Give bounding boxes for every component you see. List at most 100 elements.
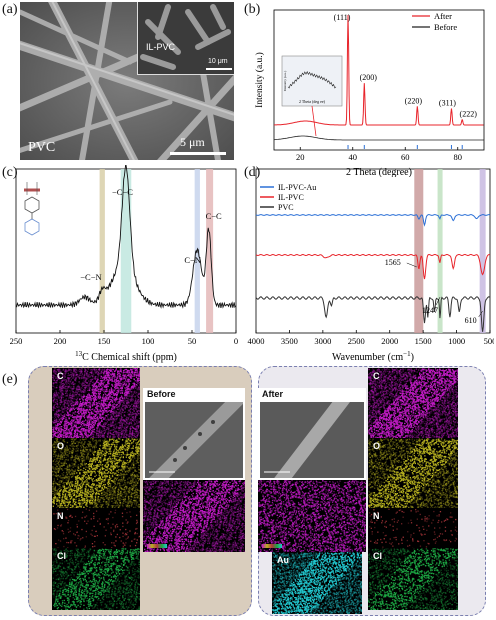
inset-fibers-graphic: [140, 4, 231, 70]
sem-main-caption: PVC: [28, 140, 55, 156]
nmr-chart: −C−C C−N C−C −C−N 250 200 150 100 50 0 13C Chemica…: [10, 165, 238, 363]
plot-frame: [273, 9, 485, 151]
map-label: O: [373, 441, 380, 451]
inset-curve: [287, 70, 337, 89]
peak-annotation: 610: [465, 316, 477, 325]
x-axis-title: 13C Chemical shift (ppm): [75, 350, 177, 363]
peak-annotation: 1565: [385, 258, 401, 267]
legend-label: PVC: [278, 203, 294, 212]
peak-label: (220): [405, 96, 423, 105]
inset-caption: IL-PVC: [146, 42, 175, 52]
sem-image-pvc: IL-PVC 10 μm PVC 5 μm: [20, 2, 234, 160]
x-tick-label: 0: [234, 336, 238, 346]
eds-speckle: [52, 368, 140, 438]
x-axis-title-rest: C Chemical shift (ppm): [82, 352, 177, 363]
highlight-band: [206, 169, 214, 333]
map-label: Cl: [373, 551, 382, 561]
eds-speckle: [368, 548, 458, 610]
after-sem-panel: After: [258, 388, 366, 489]
map-after-au: Au: [272, 552, 362, 614]
map-label: N: [57, 511, 64, 521]
x-tick-label: 1500: [415, 336, 432, 346]
peak-pointer: [478, 310, 483, 318]
peak-label: (222): [460, 110, 478, 119]
x-tick-label: 250: [10, 336, 23, 346]
x-tick-label: 60: [401, 152, 410, 162]
panel-label-b: (b): [244, 2, 260, 18]
panel-label-e: (e): [2, 372, 18, 388]
after-overlay-map: [258, 480, 366, 552]
panel-label-a: (a): [2, 2, 18, 18]
map-after-o: O: [368, 438, 458, 508]
peak-label: (111): [334, 13, 351, 22]
legend-before-label: Before: [434, 22, 457, 32]
map-after-c: C: [368, 368, 458, 438]
x-axis-title-end: ): [411, 352, 414, 363]
peak-label: (200): [360, 73, 378, 82]
x-tick-label: 200: [54, 336, 67, 346]
sem-main-scale-label: 5 μm: [180, 135, 205, 150]
peak-label: (311): [439, 99, 456, 108]
peak-annotation: −C−N: [80, 272, 101, 282]
peak-annotation: 1247: [422, 306, 438, 315]
series-after-line: [274, 14, 484, 126]
map-before-c: C: [52, 368, 140, 438]
molecule-icon-ring: [24, 196, 40, 214]
peak-annotation: −C−C: [112, 187, 133, 197]
x-tick-label: 2000: [381, 336, 398, 346]
legend-label: IL-PVC-Au: [278, 183, 316, 192]
map-label: O: [57, 441, 64, 451]
x-axis-title-sup: −1: [403, 350, 411, 358]
x-tick-label: 100: [142, 336, 155, 346]
map-label: N: [373, 511, 380, 521]
inset-ylabel: Intensity (a.u.): [283, 70, 287, 91]
peak-pointer: [435, 296, 441, 306]
x-tick-label: 150: [98, 336, 111, 346]
color-key-strip: [262, 544, 282, 548]
x-axis-title: Wavenumber (cm−1): [332, 350, 414, 363]
eds-speckle: [368, 368, 458, 438]
sem-main-scale-bar: [170, 152, 226, 155]
series-pvc-line: [255, 296, 491, 332]
x-tick-label: 3500: [281, 336, 298, 346]
before-sem-panel: Before: [143, 388, 247, 489]
before-sem-image: [145, 390, 247, 489]
map-before-o: O: [52, 438, 140, 508]
eds-speckle: [368, 438, 458, 508]
inset-scale-bar: [206, 68, 232, 70]
x-axis-title: 2 Theta (degree): [346, 167, 412, 177]
highlight-band: [414, 169, 424, 333]
highlight-band: [437, 169, 443, 333]
x-tick-label: 2500: [348, 336, 365, 346]
x-tick-label: 20: [296, 152, 305, 162]
legend-label: IL-PVC: [278, 193, 304, 202]
map-label: Au: [277, 555, 289, 565]
panel-label-c: (c): [2, 165, 18, 181]
series-before-line: [273, 135, 484, 141]
map-label: C: [373, 371, 380, 381]
x-tick-label: 40: [349, 152, 358, 162]
map-after-cl: Cl: [368, 548, 458, 610]
inset-pointer: [311, 105, 317, 137]
eds-speckle: [258, 480, 366, 552]
highlight-band: [120, 169, 132, 333]
eds-speckle: [52, 438, 140, 508]
nmr-spectrum: [15, 165, 236, 309]
legend-after-label: After: [434, 11, 452, 21]
peak-annotation: C−C: [206, 211, 222, 221]
peak-pointer: [406, 262, 417, 268]
x-tick-label: 500: [484, 336, 494, 346]
molecule-icon-ring2: [24, 218, 40, 236]
xrd-chart: (111) (200) (220) (311) (222) 20 40 60 80 2 Theta…: [254, 9, 485, 177]
inset-xlabel: 2 Theta (deg ee): [299, 99, 326, 104]
inset-scale-label: 10 μm: [208, 58, 228, 65]
x-axis-title-main: Wavenumber (cm: [332, 352, 403, 363]
before-title: Before: [147, 389, 176, 399]
x-tick-label: 4000: [248, 336, 265, 346]
eds-speckle: [52, 548, 140, 610]
map-label: C: [57, 371, 64, 381]
after-title: After: [262, 389, 283, 399]
color-key-strip: [147, 544, 167, 548]
series-il-pvc-line: [255, 253, 491, 280]
